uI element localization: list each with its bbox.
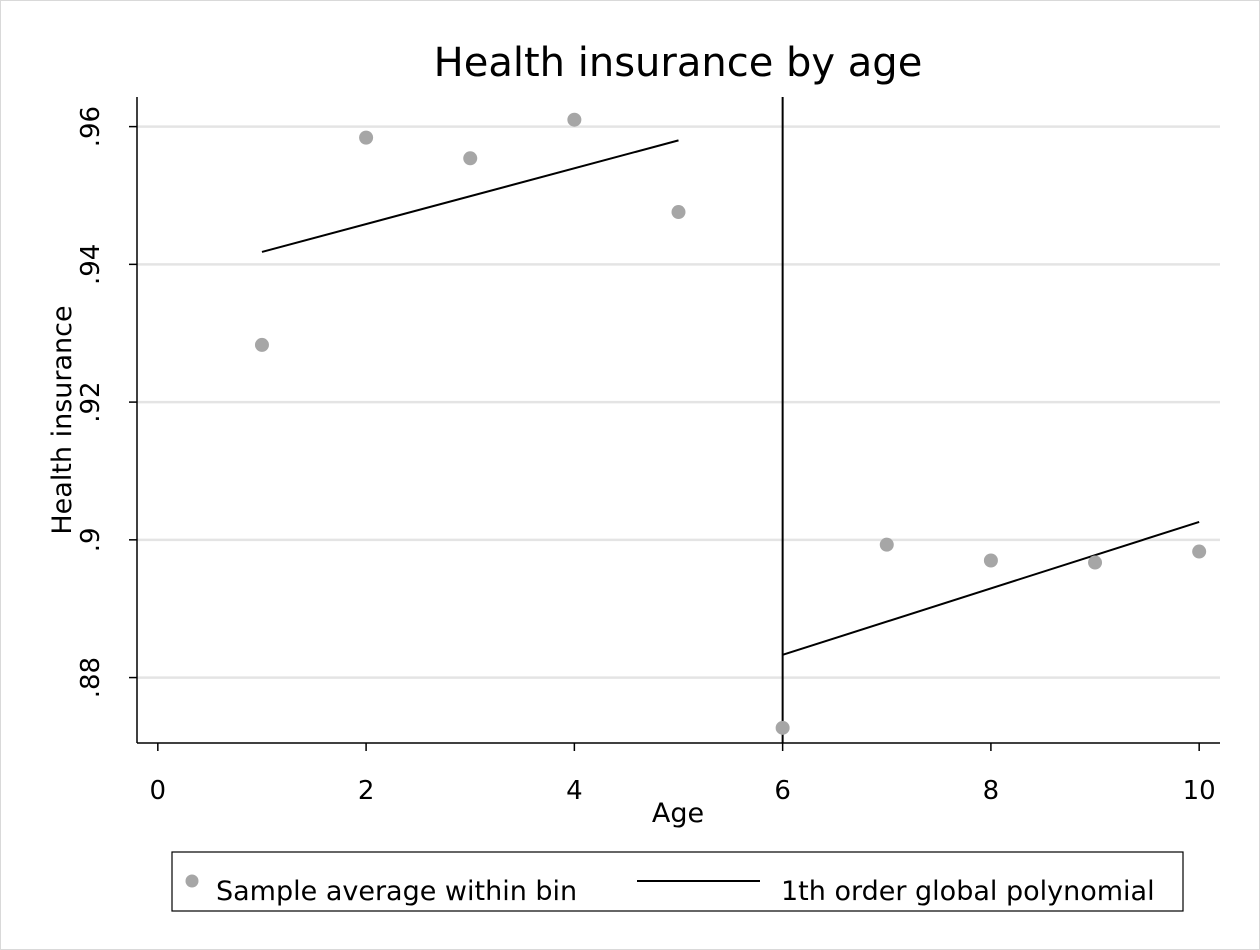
y-tick-label: .92 <box>76 381 106 422</box>
polynomial-fit-line <box>782 520 1200 656</box>
fit-lines <box>261 139 1200 656</box>
data-point <box>463 151 478 166</box>
data-point <box>671 205 686 220</box>
legend-label-line: 1th order global polynomial <box>781 876 1155 907</box>
data-point <box>775 720 790 735</box>
y-ticks: .88 .9 .92 .94 .96 <box>76 106 137 698</box>
data-point <box>359 130 374 145</box>
data-point <box>567 112 582 127</box>
x-tick-label: 4 <box>566 776 583 806</box>
grid <box>137 125 1220 679</box>
data-points <box>254 112 1207 735</box>
y-axis-title: Health insurance <box>47 305 78 534</box>
y-tick-label: .94 <box>76 244 106 285</box>
legend-scatter-marker <box>185 874 199 888</box>
x-tick-label: 6 <box>774 776 791 806</box>
y-tick-label: .96 <box>76 106 106 147</box>
polynomial-fit-line <box>261 139 679 253</box>
x-tick-label: 10 <box>1183 776 1216 806</box>
y-tick-label: .9 <box>76 527 106 552</box>
x-axis-title: Age <box>652 798 704 829</box>
chart-title: Health insurance by age <box>434 40 923 86</box>
x-ticks: 0 2 4 6 8 10 <box>150 743 1216 806</box>
data-point <box>879 537 894 552</box>
legend-label-scatter: Sample average within bin <box>216 876 577 907</box>
legend: Sample average within bin 1th order glob… <box>171 851 1184 912</box>
x-tick-label: 2 <box>358 776 375 806</box>
x-tick-label: 0 <box>150 776 167 806</box>
y-tick-label: .88 <box>76 657 106 698</box>
data-point <box>254 337 269 352</box>
x-tick-label: 8 <box>983 776 1000 806</box>
data-point <box>1088 555 1103 570</box>
data-point <box>1192 544 1207 559</box>
data-point <box>983 553 998 568</box>
